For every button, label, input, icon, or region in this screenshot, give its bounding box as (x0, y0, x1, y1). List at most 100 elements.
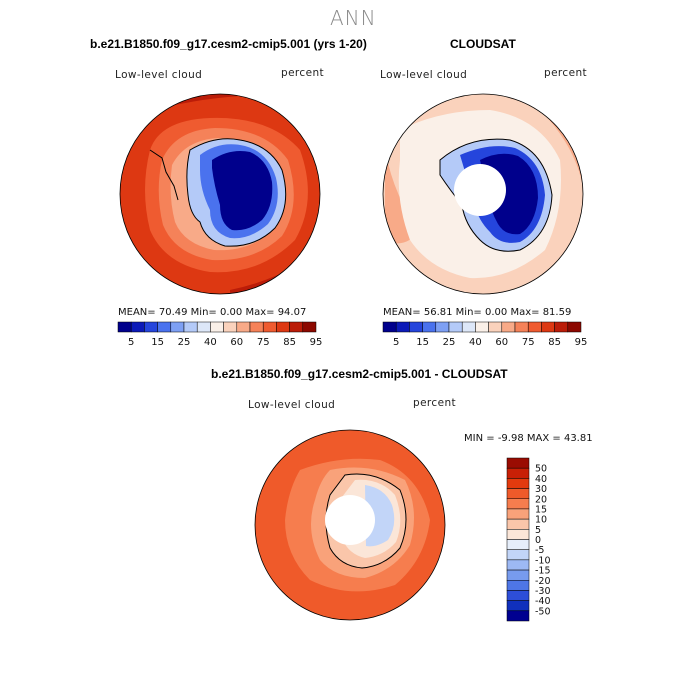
map-model (120, 94, 320, 294)
colorbar-difference-tick-label: 0 (535, 535, 541, 546)
colorbar-cloudsat-swatch (541, 321, 555, 333)
colorbar-difference-tick-label: 10 (535, 515, 547, 526)
colorbar-model-swatch (249, 321, 264, 333)
colorbar-difference-tick-label: 5 (535, 525, 541, 536)
colorbar-cloudsat-swatch (395, 321, 410, 333)
colorbar-model: 5 15 25 40 60 75 85 95 (117, 321, 323, 348)
colorbar-difference-swatch (506, 508, 530, 520)
colorbar-difference-swatch (506, 590, 530, 601)
map-cloudsat (383, 94, 583, 294)
colorbar-model-tick-label: 75 (257, 337, 270, 348)
colorbar-cloudsat-tick-label: 60 (495, 337, 508, 348)
colorbar-cloudsat-swatch (514, 321, 529, 333)
panel-1-variable-label: Low-level cloud (115, 69, 203, 81)
colorbar-model-swatch (289, 321, 304, 333)
colorbar-model-swatch (236, 321, 251, 333)
colorbar-cloudsat-tick-label: 75 (522, 337, 535, 348)
panel-2-min-label: Min= (455, 307, 482, 318)
panel-1-max-value: 94.07 (277, 307, 307, 318)
colorbar-model-tick-label: 85 (283, 337, 296, 348)
colorbar-cloudsat-swatch (448, 321, 463, 333)
colorbar-difference-tick-label: 20 (535, 494, 547, 505)
colorbar-cloudsat-swatch (461, 321, 476, 333)
panel-3-min-label: MIN = (464, 433, 495, 444)
panel-1-min-label: Min= (190, 307, 217, 318)
panel-1-mean-label: MEAN= (118, 307, 156, 318)
colorbar-difference-swatch (506, 498, 530, 510)
colorbar-difference-tick-label: -10 (535, 555, 551, 566)
colorbar-model-tick-label: 60 (230, 337, 243, 348)
colorbar-difference-swatch (506, 610, 530, 622)
colorbar-difference-tick-label: 50 (535, 464, 547, 475)
panel-1-mean-value: 70.49 (158, 307, 188, 318)
colorbar-cloudsat-tick-label: 15 (416, 337, 429, 348)
colorbar-cloudsat-swatch (382, 321, 397, 333)
colorbar-cloudsat-swatch (409, 321, 423, 333)
colorbar-model-swatch (170, 321, 185, 333)
colorbar-difference-tick-label: -30 (535, 586, 551, 597)
panel-2-min-value: 0.00 (484, 307, 508, 318)
map-difference-border (254, 429, 446, 621)
colorbar-difference-tick-label: -5 (535, 545, 544, 556)
colorbar-model-tick-label: 15 (151, 337, 164, 348)
panel-1-stats: MEAN= 70.49 Min= 0.00 Max= 94.07 (118, 307, 306, 318)
panel-2-title: CLOUDSAT (450, 37, 516, 51)
figure-title: ANN (330, 6, 377, 30)
colorbar-cloudsat-swatch (554, 321, 569, 333)
colorbar-cloudsat-tick-label: 5 (393, 337, 399, 348)
panel-3-units-label: percent (413, 397, 457, 409)
map-cloudsat-border (382, 93, 584, 295)
colorbar-model-swatch (223, 321, 238, 333)
colorbar-cloudsat: 5 15 25 40 60 75 85 95 (382, 321, 588, 348)
colorbar-model-tick-label: 25 (178, 337, 191, 348)
panel-2-units-label: percent (544, 67, 588, 79)
colorbar-cloudsat-tick-label: 85 (548, 337, 561, 348)
colorbar-difference-tick-label: -40 (535, 596, 551, 607)
colorbar-model-tick-label: 5 (128, 337, 134, 348)
colorbar-cloudsat-swatch (501, 321, 516, 333)
colorbar-difference-swatch (506, 600, 530, 612)
colorbar-difference-swatch (506, 457, 530, 469)
colorbar-model-tick-label: 95 (310, 337, 323, 348)
colorbar-difference-swatch (506, 539, 530, 550)
panel-2-variable-label: Low-level cloud (380, 69, 468, 81)
panel-3-min-value: -9.98 (497, 433, 524, 444)
colorbar-difference-swatch (506, 467, 530, 479)
colorbar-model-swatch (210, 321, 224, 333)
colorbar-model-swatch (276, 321, 290, 333)
colorbar-difference-tick-label: 15 (535, 504, 547, 515)
colorbar-difference-tick-label: -20 (535, 576, 551, 587)
map-difference (255, 430, 445, 620)
colorbar-cloudsat-tick-label: 95 (575, 337, 588, 348)
colorbar-model-tick-label: 40 (204, 337, 217, 348)
panel-2-max-value: 81.59 (542, 307, 572, 318)
panel-2-mean-value: 56.81 (423, 307, 453, 318)
panel-3-max-label: MAX = (526, 433, 561, 444)
colorbar-model-swatch (144, 321, 158, 333)
colorbar-cloudsat-swatch (422, 321, 437, 333)
colorbar-model-swatch (262, 321, 277, 333)
colorbar-difference-tick-label: 40 (535, 474, 547, 485)
colorbar-difference-swatch (506, 559, 530, 571)
map-model-border (119, 93, 321, 295)
colorbar-difference-swatch (506, 529, 530, 540)
colorbar-difference-swatch (506, 488, 530, 499)
colorbar-cloudsat-swatch (527, 321, 542, 333)
colorbar-difference-swatch (506, 569, 530, 581)
colorbar-model-swatch (130, 321, 145, 333)
colorbar-difference-swatch (506, 478, 530, 489)
panel-3-max-value: 43.81 (563, 433, 593, 444)
panel-1-title: b.e21.B1850.f09_g17.cesm2-cmip5.001 (yrs… (90, 37, 367, 51)
panel-1-units-label: percent (281, 67, 325, 79)
colorbar-model-swatch (117, 321, 132, 333)
colorbar-difference-swatch (506, 580, 530, 591)
colorbar-model-swatch (196, 321, 211, 333)
panel-2-max-label: Max= (510, 307, 540, 318)
colorbar-difference-tick-label: 30 (535, 484, 547, 495)
panel-2-stats: MEAN= 56.81 Min= 0.00 Max= 81.59 (383, 307, 571, 318)
panel-3-variable-label: Low-level cloud (248, 399, 336, 411)
panel-2-mean-label: MEAN= (383, 307, 421, 318)
colorbar-difference-swatch (506, 518, 530, 530)
